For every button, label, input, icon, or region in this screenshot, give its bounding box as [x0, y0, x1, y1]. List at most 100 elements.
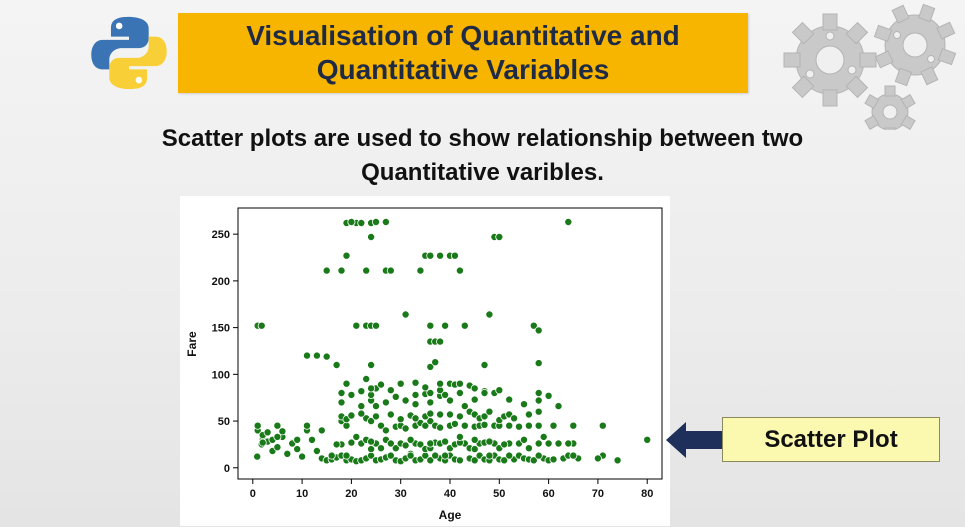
scatter-point — [480, 420, 489, 429]
scatter-point — [342, 251, 351, 260]
scatter-point — [357, 387, 366, 396]
scatter-point — [470, 384, 479, 393]
scatter-point — [352, 432, 361, 441]
subtitle-line-2: Quantitative varibles. — [361, 159, 604, 186]
scatter-point — [569, 451, 578, 460]
scatter-point — [381, 398, 390, 407]
scatter-point — [460, 421, 469, 430]
scatter-point — [529, 456, 538, 465]
scatter-point — [371, 402, 380, 411]
scatter-point — [529, 321, 538, 330]
scatter-point — [257, 321, 266, 330]
scatter-point — [455, 412, 464, 421]
scatter-point — [549, 455, 558, 464]
scatter-point — [500, 456, 509, 465]
scatter-point — [510, 414, 519, 423]
scatter-point — [317, 426, 326, 435]
scatter-point — [416, 440, 425, 449]
scatter-point — [436, 423, 445, 432]
scatter-point — [367, 360, 376, 369]
y-tick-label: 50 — [218, 416, 230, 428]
y-tick-label: 0 — [224, 463, 230, 475]
y-tick-label: 100 — [212, 369, 230, 381]
scatter-point — [426, 398, 435, 407]
scatter-point — [426, 409, 435, 418]
scatter-point — [519, 400, 528, 409]
scatter-point — [534, 407, 543, 416]
scatter-point — [352, 321, 361, 330]
scatter-point — [396, 415, 405, 424]
subtitle: Scatter plots are used to show relations… — [60, 122, 905, 190]
scatter-point — [362, 374, 371, 383]
scatter-point — [441, 390, 450, 399]
scatter-point — [391, 392, 400, 401]
scatter-point — [421, 421, 430, 430]
scatter-point — [357, 218, 366, 227]
scatter-point — [436, 337, 445, 346]
scatter-point — [278, 427, 287, 436]
scatter-point — [381, 426, 390, 435]
scatter-point — [485, 437, 494, 446]
scatter-point — [564, 217, 573, 226]
scatter-point — [436, 251, 445, 260]
scatter-point — [406, 435, 415, 444]
scatter-point — [445, 410, 454, 419]
scatter-point — [643, 435, 652, 444]
scatter-point — [401, 310, 410, 319]
scatter-point — [401, 441, 410, 450]
scatter-point — [470, 445, 479, 454]
scatter-point — [426, 439, 435, 448]
scatter-point — [332, 440, 341, 449]
scatter-point — [312, 446, 321, 455]
scatter-point — [485, 451, 494, 460]
python-logo-icon — [91, 16, 167, 90]
scatter-point — [253, 421, 262, 430]
scatter-point — [470, 435, 479, 444]
scatter-point — [293, 435, 302, 444]
scatter-point — [347, 390, 356, 399]
scatter-point — [480, 412, 489, 421]
scatter-point — [253, 452, 262, 461]
scatter-point — [367, 417, 376, 426]
scatter-point — [426, 362, 435, 371]
scatter-point — [371, 217, 380, 226]
y-tick-label: 250 — [212, 229, 230, 241]
scatter-point — [441, 451, 450, 460]
scatter-point — [411, 414, 420, 423]
scatter-point — [480, 360, 489, 369]
x-tick-label: 70 — [592, 488, 604, 500]
title-line-2: Quantitative Variables — [316, 54, 610, 85]
scatter-point — [303, 351, 312, 360]
scatter-point — [426, 388, 435, 397]
scatter-point — [342, 379, 351, 388]
scatter-point — [441, 321, 450, 330]
scatter-point — [613, 456, 622, 465]
scatter-point — [534, 326, 543, 335]
scatter-point — [421, 383, 430, 392]
gears-icon — [783, 3, 957, 130]
scatter-point — [549, 421, 558, 430]
scatter-point — [391, 444, 400, 453]
scatter-point — [455, 388, 464, 397]
scatter-point — [322, 352, 331, 361]
scatter-point — [480, 388, 489, 397]
scatter-point — [534, 439, 543, 448]
scatter-point — [273, 432, 282, 441]
scatter-point — [337, 388, 346, 397]
scatter-point — [455, 432, 464, 441]
y-tick-label: 200 — [212, 276, 230, 288]
scatter-point — [524, 421, 533, 430]
scatter-point — [322, 266, 331, 275]
scatter-point — [450, 251, 459, 260]
scatter-point — [485, 310, 494, 319]
scatter-point — [347, 411, 356, 420]
scatter-point — [426, 251, 435, 260]
scatter-point — [406, 451, 415, 460]
scatter-point — [283, 449, 292, 458]
scatter-point — [495, 233, 504, 242]
scatter-plot: 0 10 20 30 40 50 60 70 80 0 50 100 150 200 250 Age Fa… — [185, 207, 663, 522]
scatter-point — [401, 424, 410, 433]
scatter-point — [298, 452, 307, 461]
scatter-point — [381, 217, 390, 226]
